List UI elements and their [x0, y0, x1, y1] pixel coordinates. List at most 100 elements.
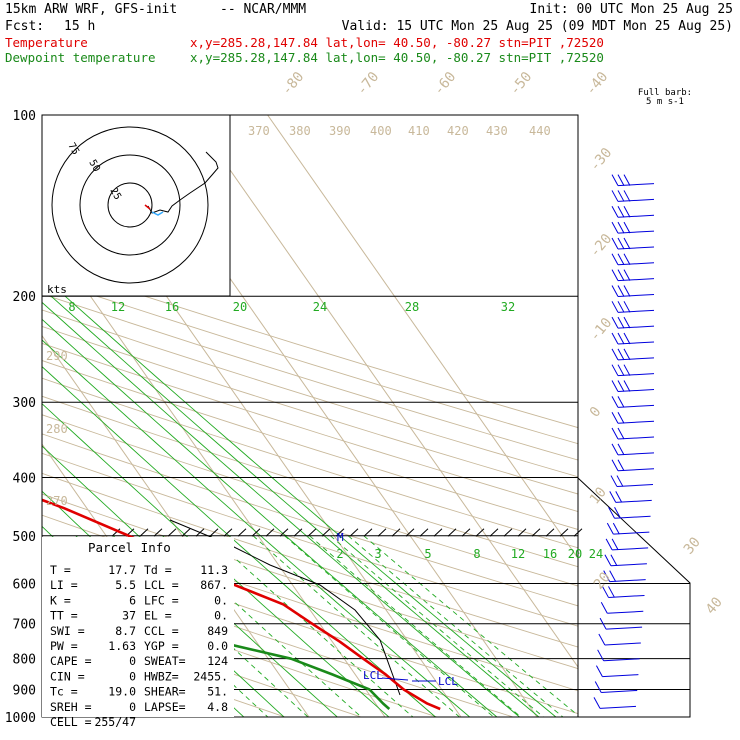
parcel-info-value: 0 [129, 669, 136, 683]
parcel-info-key: CELL = [50, 715, 92, 729]
parcel-info-value: 255/47 [94, 715, 136, 729]
hodograph-ring-25 [107, 182, 153, 228]
hodograph-ring-label-50: 50 [86, 158, 102, 174]
dewpoint-trace [42, 624, 391, 710]
parcel-info-value: 0. [214, 609, 228, 623]
parcel-info-value: 849 [207, 624, 228, 638]
wind-barb [595, 665, 639, 678]
wind-barb [611, 427, 655, 440]
hatch-mark [167, 528, 177, 537]
mixing-ratio-dashed-line [347, 535, 564, 717]
wind-barb [604, 554, 647, 567]
hatch-mark [461, 528, 471, 537]
lcl-label-1: LCL [363, 669, 383, 682]
wind-barb [609, 491, 652, 503]
hodograph-low-trace [151, 211, 164, 216]
isotherm-line [42, 226, 386, 717]
wind-barbs [593, 174, 655, 709]
sounding-lines [42, 498, 441, 711]
hodograph-frame [41, 114, 231, 297]
hodograph: 25 50 75 kts [41, 114, 231, 297]
dry-adiabat-line [42, 433, 578, 607]
hodograph-units: kts [47, 283, 67, 296]
fcst-label: Fcst: [5, 19, 44, 34]
hatch-mark [223, 528, 233, 537]
hatch-mark [489, 528, 499, 537]
parcel-info-key: LI = [50, 578, 78, 592]
dry-adiabat-line [42, 309, 578, 478]
hatch-mark [279, 528, 289, 537]
parcel-info-value: 0 [129, 654, 136, 668]
hatch-mark [307, 528, 317, 537]
hatch-mark [405, 528, 415, 537]
parcel-info-box: Parcel Info T = 17.7 Td = 11.3 LI = 5.5 LCL = 8… [42, 537, 234, 729]
temperature-label: Temperature [5, 35, 88, 50]
wind-barb [597, 649, 640, 662]
mixing-ratio-low-label: 20 [568, 547, 582, 561]
parcel-info-row: T = 17.7 Td = 11.3 [50, 563, 228, 577]
mixing-marker: M [337, 531, 344, 544]
isotherm-line [0, 115, 5, 717]
parcel-info-value: 6 [129, 593, 136, 607]
wind-barb [611, 396, 655, 408]
wind-barb [611, 206, 655, 218]
isotherm-label: 0 [587, 404, 605, 421]
dry-adiabat-line [42, 277, 578, 445]
hodograph-ring-label-75: 75 [65, 141, 81, 157]
isotherm-label: -40 [583, 69, 612, 99]
parcel-info-value: 0.0 [207, 639, 228, 653]
isotherm-label: -50 [507, 69, 536, 99]
theta-label: 410 [408, 124, 430, 138]
hodograph-storm-marker [144, 204, 151, 210]
mixing-ratio-label: 24 [313, 300, 327, 314]
parcel-info-row: Tc = 19.0 SHEAR= 51. [50, 685, 228, 699]
hatch-mark [503, 528, 513, 537]
plot-frame [41, 114, 579, 718]
parcel-info-key: LFC = [144, 593, 179, 607]
parcel-info-value: 0. [214, 593, 228, 607]
theta-label: 380 [289, 124, 311, 138]
hatch-mark [265, 528, 275, 537]
hatch-mark [293, 528, 303, 537]
hatch-mark [517, 528, 527, 537]
mixing-ratio-low-label: 3 [374, 547, 381, 561]
hatch-mark [251, 528, 261, 537]
pressure-label: 100 [13, 109, 36, 124]
wind-barb [611, 316, 655, 329]
parcel-info-key: Td = [144, 563, 172, 577]
wind-barb [611, 443, 655, 456]
wind-barb [611, 364, 655, 377]
wind-barb [611, 459, 655, 472]
wind-barb [611, 221, 655, 234]
dry-adiabat-line [42, 606, 362, 717]
dry-adiabat-line [42, 325, 578, 495]
isotherm-label: -70 [354, 69, 383, 99]
parcel-info-value: 867. [200, 578, 228, 592]
wind-barb [611, 237, 655, 250]
parcel-info-key: TT = [50, 609, 78, 623]
dry-adiabat-line [42, 472, 578, 648]
hodograph-ring-50 [79, 154, 181, 256]
hatch-mark [139, 528, 149, 537]
parcel-info-value: 124 [207, 654, 228, 668]
fcst-value: 15 h [64, 19, 95, 34]
theta-label: 440 [529, 124, 551, 138]
valid-time: Valid: 15 UTC Mon 25 Aug 25 (09 MDT Mon … [342, 19, 733, 34]
wind-barb [603, 570, 646, 583]
theta-label: 420 [447, 124, 469, 138]
dry-adiabat-line [42, 452, 578, 627]
mixing-ratio-label: 8 [68, 300, 75, 314]
parcel-info-key: CIN = [50, 669, 85, 683]
barb-key-line2: 5 m s-1 [646, 97, 684, 107]
parcel-info-value: 4.8 [207, 700, 228, 714]
wind-barb [594, 681, 638, 693]
wind-barb [605, 538, 649, 551]
mixing-ratio-low-label: 16 [543, 547, 557, 561]
parcel-info-key: T = [50, 563, 71, 577]
parcel-info-key: K = [50, 593, 71, 607]
mixing-ratio-label: 12 [111, 300, 125, 314]
isotherm-line [267, 115, 578, 560]
hatch-mark [237, 528, 247, 537]
pressure-label: 1000 [5, 711, 36, 726]
